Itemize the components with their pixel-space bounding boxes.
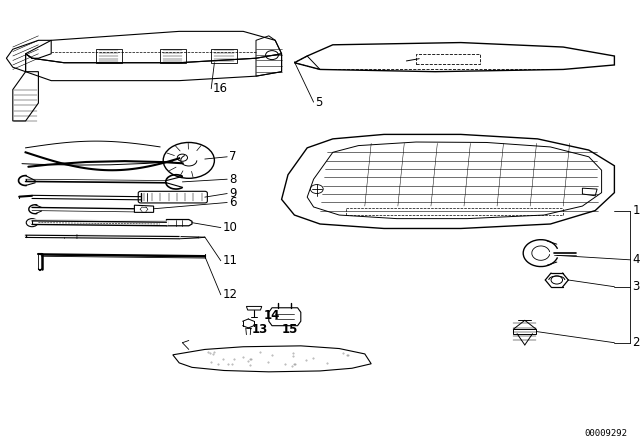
Text: 7: 7 <box>229 150 237 164</box>
Text: 14: 14 <box>264 309 280 323</box>
Text: 5: 5 <box>315 95 323 109</box>
Circle shape <box>26 219 38 227</box>
Polygon shape <box>179 237 198 239</box>
Text: 12: 12 <box>223 288 237 302</box>
Text: 00009292: 00009292 <box>584 429 627 438</box>
Polygon shape <box>166 220 192 226</box>
Text: 3: 3 <box>632 280 640 293</box>
Text: 9: 9 <box>229 187 237 200</box>
Text: 1: 1 <box>632 204 640 217</box>
Text: 15: 15 <box>282 323 298 336</box>
Text: i: i <box>76 234 78 240</box>
Text: 6: 6 <box>229 196 237 209</box>
Text: 16: 16 <box>213 82 228 95</box>
Text: 13: 13 <box>252 323 268 336</box>
Text: 8: 8 <box>229 172 237 186</box>
Text: 4: 4 <box>632 253 640 267</box>
Text: 10: 10 <box>223 221 237 234</box>
Text: 2: 2 <box>632 336 640 349</box>
Text: 11: 11 <box>223 254 237 267</box>
